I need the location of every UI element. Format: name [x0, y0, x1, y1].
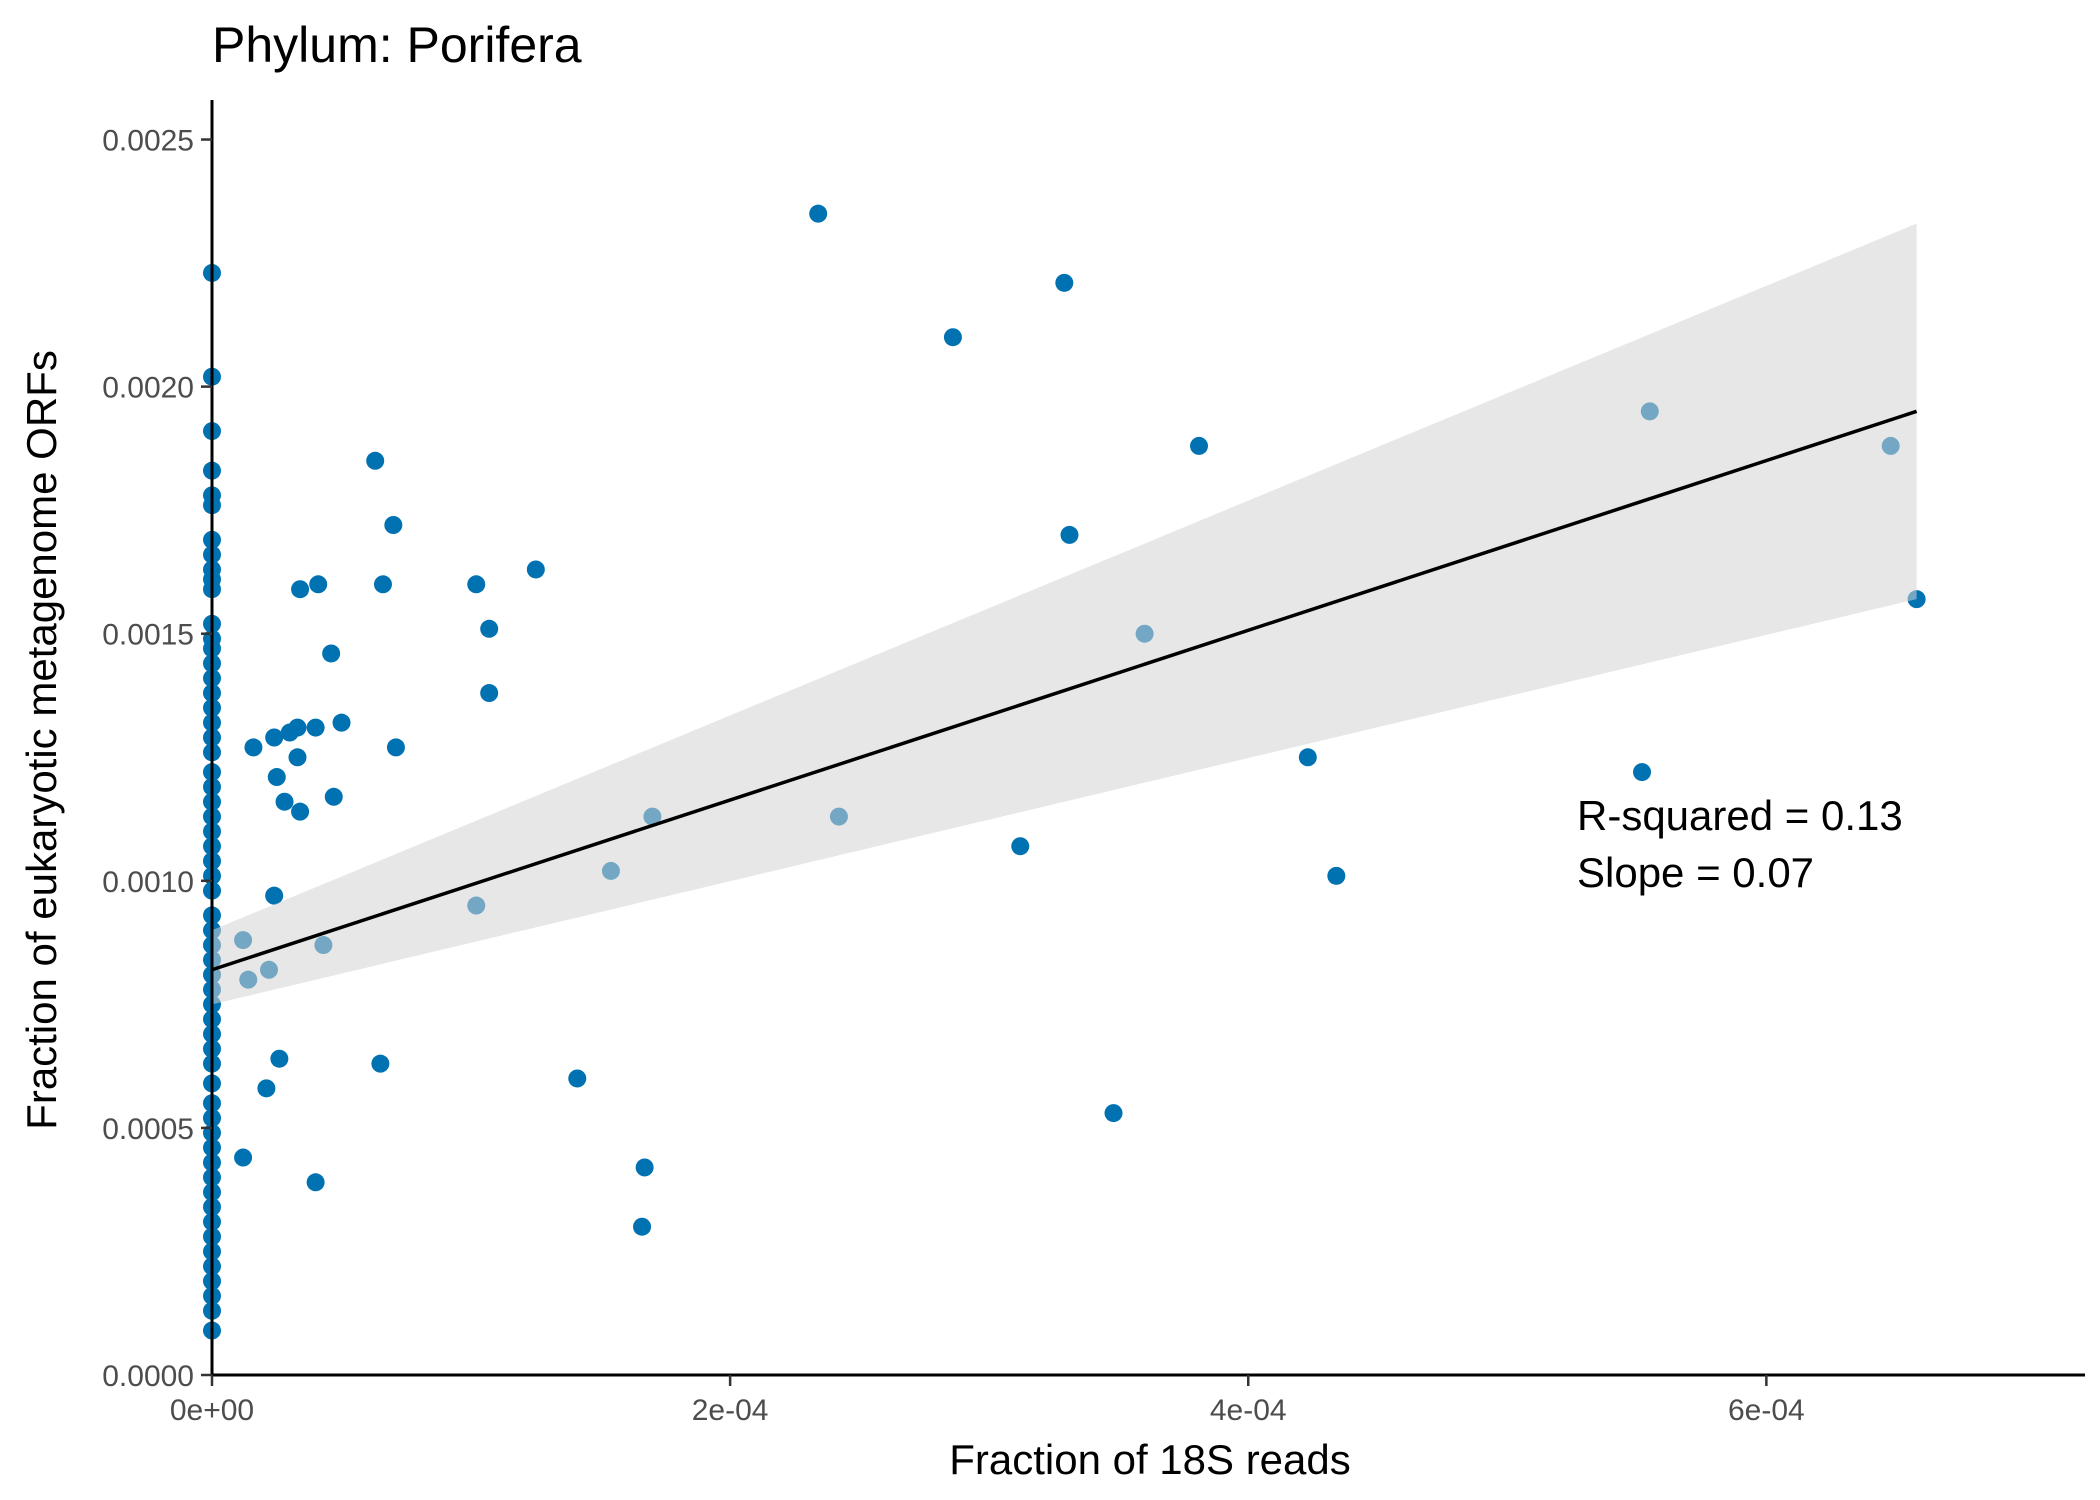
y-tick-label: 0.0010: [102, 866, 194, 899]
data-point: [306, 718, 325, 737]
r-squared-annotation: R-squared = 0.13: [1577, 792, 1903, 839]
data-point: [1298, 748, 1317, 767]
data-point: [467, 575, 486, 594]
y-tick-label: 0.0005: [102, 1113, 194, 1146]
data-point: [386, 738, 405, 757]
data-point: [633, 1217, 652, 1236]
chart-title: Phylum: Porifera: [212, 17, 582, 73]
slope-annotation: Slope = 0.07: [1577, 849, 1814, 896]
data-point: [275, 792, 294, 811]
data-point: [568, 1069, 587, 1088]
data-point: [288, 748, 307, 767]
y-tick-label: 0.0020: [102, 372, 194, 405]
x-tick-label: 6e-04: [1728, 1394, 1805, 1427]
data-point: [943, 328, 962, 347]
data-point: [265, 728, 284, 747]
data-point: [384, 516, 403, 534]
data-point: [322, 644, 341, 663]
data-point: [1055, 273, 1074, 292]
y-tick-label: 0.0015: [102, 619, 194, 652]
data-point: [309, 575, 328, 594]
data-point: [1633, 763, 1652, 782]
data-point: [1011, 837, 1030, 856]
data-point: [324, 787, 343, 806]
data-point: [265, 886, 284, 905]
ticks: 0e+00 2e-04 4e-04 6e-04 0.0000 0.0005 0.0010 0.…: [102, 125, 1804, 1427]
data-point: [291, 580, 310, 599]
data-point: [267, 768, 286, 787]
data-point: [526, 560, 545, 579]
confidence-band: [212, 223, 1917, 1005]
y-tick-label: 0.0000: [102, 1360, 194, 1393]
x-axis-title: Fraction of 18S reads: [949, 1436, 1351, 1483]
data-point: [480, 684, 499, 703]
y-axis-title: Fraction of eukaryotic metagenome ORFs: [18, 350, 65, 1130]
x-tick-label: 0e+00: [170, 1394, 254, 1427]
data-point: [373, 575, 392, 594]
data-point: [366, 451, 385, 470]
data-point: [1060, 525, 1079, 544]
x-tick-label: 4e-04: [1210, 1394, 1287, 1427]
data-point: [306, 1173, 325, 1192]
data-point: [1104, 1104, 1123, 1123]
data-point: [270, 1049, 289, 1068]
data-point: [234, 1148, 253, 1167]
data-point: [291, 802, 310, 821]
regression-line: [211, 409, 1918, 972]
data-point: [371, 1054, 390, 1073]
data-point: [809, 204, 828, 223]
data-point: [1190, 436, 1209, 455]
plot-area: [203, 204, 1926, 1340]
y-tick-label: 0.0025: [102, 125, 194, 158]
data-point: [635, 1158, 654, 1177]
data-point: [332, 713, 351, 732]
data-point: [257, 1079, 276, 1098]
x-tick-label: 2e-04: [692, 1394, 769, 1427]
data-point: [244, 738, 263, 757]
axes: [210, 100, 2085, 1377]
data-point: [288, 718, 307, 737]
data-point: [1327, 866, 1346, 885]
data-point: [480, 619, 499, 638]
